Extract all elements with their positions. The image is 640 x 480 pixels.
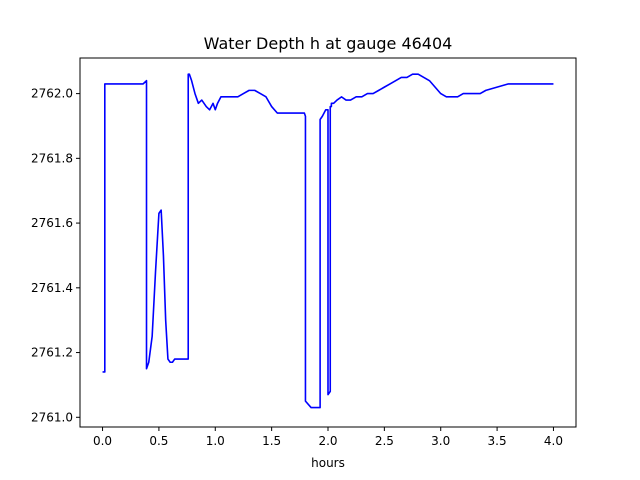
x-tick-label: 2.0 (318, 434, 337, 448)
x-tick-label: 0.5 (149, 434, 168, 448)
x-axis-label: hours (311, 456, 345, 470)
chart-title: Water Depth h at gauge 46404 (204, 34, 453, 53)
series-layer (102, 73, 554, 409)
y-tick-label: 2761.0 (31, 410, 73, 424)
x-tick-label: 3.5 (488, 434, 507, 448)
y-tick-label: 2762.0 (31, 87, 73, 101)
x-tick-label: 2.5 (375, 434, 394, 448)
y-tick-label: 2761.4 (31, 281, 73, 295)
y-tick-label: 2761.2 (31, 346, 73, 360)
y-tick-label: 2761.6 (31, 216, 73, 230)
x-tick-label: 0.0 (93, 434, 112, 448)
x-tick-label: 1.5 (262, 434, 281, 448)
x-tick-label: 4.0 (544, 434, 563, 448)
y-axis: 2761.0 2761.2 2761.4 2761.6 2761.8 2762.0 (31, 87, 80, 424)
x-axis: 0.0 0.5 1.0 1.5 2.0 2.5 3.0 3.5 4.0 (93, 427, 563, 448)
x-tick-label: 3.0 (431, 434, 450, 448)
series-line-0 (102, 73, 554, 409)
y-tick-label: 2761.8 (31, 151, 73, 165)
x-tick-label: 1.0 (206, 434, 225, 448)
